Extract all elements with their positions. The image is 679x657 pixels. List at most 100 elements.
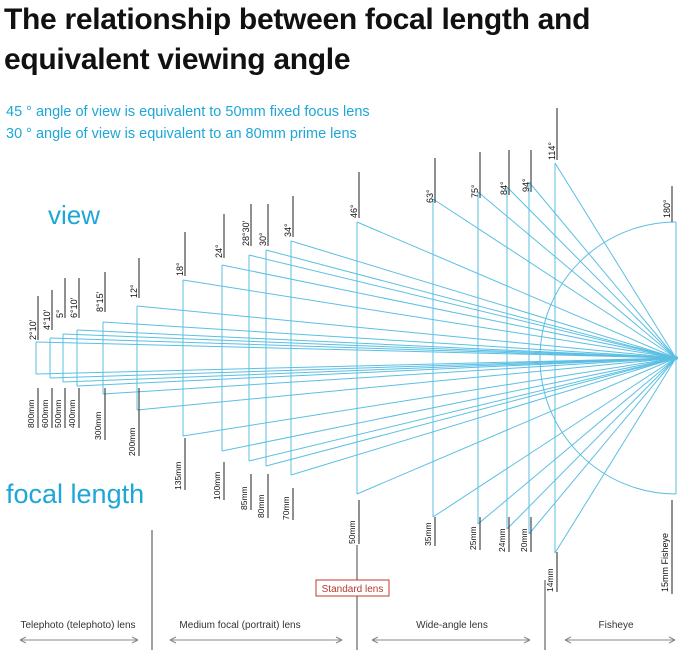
lower-ray bbox=[477, 357, 677, 525]
upper-ray bbox=[290, 240, 677, 359]
lower-ray bbox=[248, 357, 677, 462]
category-arrow-2 bbox=[371, 636, 531, 644]
arrow-head-left bbox=[169, 636, 177, 644]
standard-lens-box: Standard lens bbox=[315, 579, 390, 597]
lens-frame-6 bbox=[182, 279, 677, 437]
angle-label-15: 94° bbox=[521, 178, 531, 192]
lens-frame-9 bbox=[265, 249, 677, 467]
angle-label-5: 12° bbox=[129, 284, 139, 298]
upper-ray bbox=[477, 191, 677, 359]
upper-ray bbox=[221, 264, 677, 359]
angle-label-0: 2°10' bbox=[28, 319, 38, 340]
lens-frames bbox=[35, 162, 677, 554]
angle-label-6: 18° bbox=[175, 262, 185, 276]
angle-label-16: 114° bbox=[547, 142, 557, 160]
apex-point bbox=[674, 356, 678, 360]
category-arrow-1 bbox=[169, 636, 343, 644]
lower-ray bbox=[35, 357, 677, 375]
arrow-head-left bbox=[371, 636, 379, 644]
upper-ray bbox=[248, 254, 677, 359]
focal-label-1: 600mm bbox=[40, 400, 50, 428]
fisheye-angle-label: 180° bbox=[662, 199, 672, 218]
arrow-head-right bbox=[523, 636, 531, 644]
focal-label-14: 24mm bbox=[497, 528, 507, 552]
angle-label-11: 46° bbox=[349, 204, 359, 218]
lower-ray bbox=[356, 357, 677, 495]
arrow-head-right bbox=[335, 636, 343, 644]
focal-label-13: 25mm bbox=[468, 526, 478, 550]
lower-ray bbox=[76, 357, 677, 387]
angle-label-14: 84° bbox=[499, 181, 509, 195]
focal-label-7: 100mm bbox=[212, 472, 222, 500]
arrow-head-left bbox=[564, 636, 572, 644]
diagram-title: The relationship between focal length an… bbox=[4, 0, 590, 80]
lens-frame-8 bbox=[248, 254, 677, 462]
lens-frame-4 bbox=[102, 321, 677, 395]
angle-label-7: 24° bbox=[214, 244, 224, 258]
arrow-head-left bbox=[19, 636, 27, 644]
lens-frame-5 bbox=[136, 305, 677, 411]
upper-ray bbox=[35, 341, 677, 359]
focal-label-8: 85mm bbox=[239, 486, 249, 510]
lens-frame-2 bbox=[62, 333, 677, 383]
lower-ray bbox=[554, 357, 677, 554]
lens-frame-0 bbox=[35, 341, 677, 375]
focal-label-5: 200mm bbox=[127, 428, 137, 456]
category-label-2: Wide-angle lens bbox=[416, 620, 488, 631]
title-line-1: The relationship between focal length an… bbox=[4, 3, 591, 36]
category-arrow-0 bbox=[19, 636, 139, 644]
arrow-head-right bbox=[131, 636, 139, 644]
lens-frame-13 bbox=[477, 191, 677, 525]
focal-label-10: 70mm bbox=[281, 496, 291, 520]
angle-label-10: 34° bbox=[283, 223, 293, 237]
lower-ray bbox=[221, 357, 677, 452]
lower-ray bbox=[290, 357, 677, 476]
upper-ray bbox=[76, 329, 677, 359]
lower-ray bbox=[265, 357, 677, 467]
lens-labels bbox=[37, 108, 558, 592]
lens-frame-14 bbox=[506, 186, 677, 530]
lower-ray bbox=[136, 357, 677, 411]
lens-frame-3 bbox=[76, 329, 677, 387]
angle-label-9: 30° bbox=[258, 232, 268, 246]
focal-label-3: 400mm bbox=[67, 400, 77, 428]
lower-ray bbox=[102, 357, 677, 395]
fisheye-focal-label: 15mm Fisheye bbox=[660, 533, 670, 592]
lower-ray bbox=[62, 357, 677, 383]
lens-frame-1 bbox=[49, 337, 677, 379]
category-label-3: Fisheye bbox=[598, 620, 633, 631]
category-label-0: Telephoto (telephoto) lens bbox=[20, 620, 135, 631]
angle-label-8: 28°30' bbox=[241, 220, 251, 246]
angle-label-4: 8°15' bbox=[95, 291, 105, 312]
angle-label-2: 5° bbox=[55, 309, 65, 318]
lower-ray bbox=[49, 357, 677, 379]
focal-label-4: 300mm bbox=[93, 412, 103, 440]
focal-length-label: focal length bbox=[6, 479, 145, 509]
focal-label-6: 135mm bbox=[173, 462, 183, 490]
focal-label-2: 500mm bbox=[53, 400, 63, 428]
focal-label-0: 800mm bbox=[26, 400, 36, 428]
upper-ray bbox=[102, 321, 677, 359]
view-label: view bbox=[48, 200, 101, 230]
category-label-1: Medium focal (portrait) lens bbox=[179, 620, 300, 631]
lens-frame-15 bbox=[528, 181, 677, 535]
note-30-degree: 30 ° angle of view is equivalent to an 8… bbox=[6, 126, 357, 142]
lens-frame-7 bbox=[221, 264, 677, 452]
angle-label-13: 75° bbox=[470, 184, 480, 198]
arrow-head-right bbox=[668, 636, 676, 644]
lens-frame-11 bbox=[356, 221, 677, 495]
angle-label-1: 4°10' bbox=[42, 309, 52, 330]
upper-ray bbox=[265, 249, 677, 359]
upper-ray bbox=[356, 221, 677, 359]
angle-label-3: 6°10' bbox=[69, 297, 79, 318]
note-45-degree: 45 ° angle of view is equivalent to 50mm… bbox=[6, 104, 370, 120]
lens-frame-16 bbox=[554, 162, 677, 554]
upper-ray bbox=[49, 337, 677, 359]
focal-label-12: 35mm bbox=[423, 522, 433, 546]
standard-lens-border bbox=[315, 579, 390, 597]
focal-label-9: 80mm bbox=[256, 494, 266, 518]
upper-ray bbox=[62, 333, 677, 359]
focal-label-11: 50mm bbox=[347, 520, 357, 544]
lower-ray bbox=[506, 357, 677, 530]
upper-ray bbox=[136, 305, 677, 359]
